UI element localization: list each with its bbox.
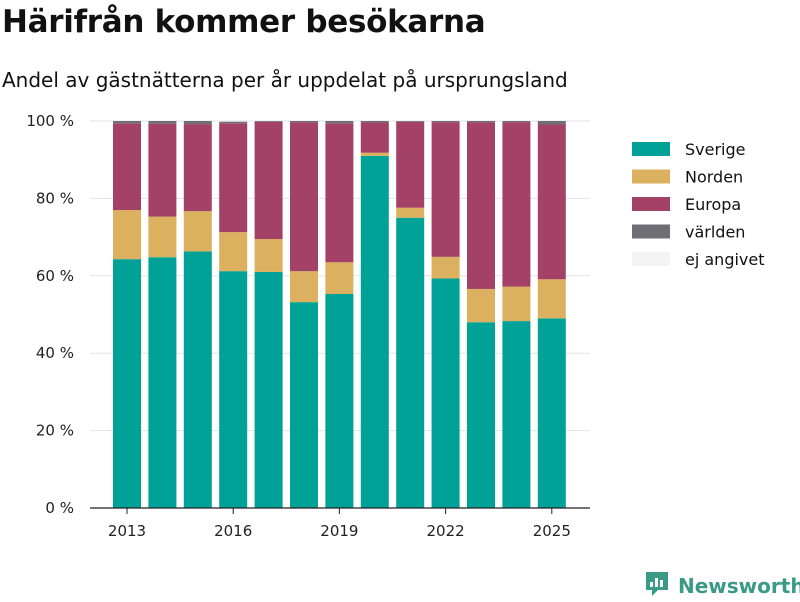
bar-segment-Norden-2016: [219, 232, 248, 272]
legend-label: Norden: [685, 168, 743, 187]
bar-segment-Norden-2022: [431, 256, 460, 279]
bar-segment-Sverige-2014: [148, 257, 177, 508]
bar-segment-Norden-2020: [360, 152, 389, 156]
bar-segment-Norden-2017: [254, 239, 283, 272]
bar-segment-världen-2025: [537, 121, 566, 125]
x-tick-label: 2022: [427, 522, 465, 540]
legend-swatch-världen: [632, 224, 670, 239]
legend-label: ej angivet: [685, 250, 765, 269]
bar-segment-Sverige-2013: [113, 259, 141, 508]
bar-segment-Europa-2025: [537, 124, 566, 280]
bar-segment-världen-2022: [431, 121, 460, 123]
legend-swatch-ej-angivet: [632, 252, 670, 266]
bar-segment-Sverige-2024: [502, 321, 531, 508]
y-tick-label: 60 %: [36, 267, 74, 285]
bar-segment-Europa-2022: [431, 122, 460, 257]
legend-swatch-Europa: [632, 197, 670, 211]
bar-segment-Europa-2024: [502, 122, 531, 287]
x-tick-label: 2016: [214, 522, 252, 540]
bar-segment-världen-2018: [290, 121, 318, 123]
bar-segment-världen-2016: [219, 121, 248, 124]
bar-segment-Europa-2015: [183, 124, 212, 212]
y-tick-label: 0 %: [45, 499, 74, 517]
bar-segment-Sverige-2016: [219, 271, 248, 508]
bar-segment-Sverige-2018: [290, 302, 318, 508]
bar-segment-Norden-2013: [113, 210, 141, 260]
bar-segment-Europa-2020: [360, 122, 389, 153]
bar-segment-Europa-2013: [113, 123, 141, 211]
bar-segment-Sverige-2022: [431, 278, 460, 508]
y-tick-label: 40 %: [36, 344, 74, 362]
bar-segment-världen-2013: [113, 121, 141, 124]
newsworthy-logo-icon: [644, 570, 670, 602]
legend: Sverige Norden Europa världen ej angivet: [632, 140, 765, 269]
bar-segment-världen-2015: [183, 121, 212, 125]
chart-title: Härifrån kommer besökarna: [2, 4, 486, 40]
bar-segment-Norden-2018: [290, 271, 318, 303]
chart-subtitle: Andel av gästnätterna per år uppdelat på…: [2, 68, 568, 92]
bar-segment-Sverige-2020: [360, 155, 389, 508]
bar-segment-världen-2014: [148, 121, 177, 124]
y-axis-ticks: 0 % 20 % 40 % 60 % 80 % 100 %: [26, 112, 74, 517]
bar-segment-Europa-2021: [396, 121, 425, 208]
bar-segment-världen-2019: [325, 121, 354, 124]
bar-segment-Norden-2023: [467, 288, 495, 323]
bars: [113, 121, 566, 508]
bar-segment-Sverige-2021: [396, 217, 425, 508]
legend-label: Europa: [685, 195, 741, 214]
x-tick-label: 2013: [108, 522, 146, 540]
bar-segment-Norden-2015: [183, 211, 212, 252]
legend-label: världen: [685, 223, 745, 242]
bar-segment-Norden-2014: [148, 216, 177, 258]
bar-segment-Europa-2023: [467, 122, 495, 289]
bar-segment-Sverige-2015: [183, 251, 212, 508]
x-tick-label: 2025: [533, 522, 571, 540]
bar-segment-Europa-2019: [325, 123, 354, 263]
legend-swatch-Norden: [632, 169, 670, 184]
bar-segment-Europa-2016: [219, 123, 248, 233]
bar-segment-Sverige-2023: [467, 322, 495, 508]
y-tick-label: 100 %: [26, 112, 74, 130]
newsworthy-logo: Newsworthy: [644, 570, 800, 602]
bar-segment-världen-2021: [396, 121, 425, 122]
bar-segment-Norden-2021: [396, 207, 425, 218]
x-tick-label: 2019: [320, 522, 358, 540]
bar-segment-Sverige-2019: [325, 293, 354, 508]
newsworthy-logo-text: Newsworthy: [678, 574, 800, 598]
bar-segment-Europa-2018: [290, 122, 318, 272]
bar-segment-världen-2023: [467, 121, 495, 123]
bar-segment-världen-2024: [502, 121, 531, 123]
bar-segment-Sverige-2025: [537, 318, 566, 508]
y-tick-label: 80 %: [36, 189, 74, 207]
bar-segment-Europa-2017: [254, 121, 283, 240]
bar-segment-Sverige-2017: [254, 271, 283, 508]
bar-segment-Norden-2019: [325, 262, 354, 294]
bar-segment-Europa-2014: [148, 123, 177, 217]
bar-segment-världen-2020: [360, 121, 389, 123]
x-axis-ticks: 2013 2016 2019 2022 2025: [108, 508, 571, 540]
bar-segment-Norden-2025: [537, 279, 566, 319]
legend-swatch-Sverige: [632, 142, 670, 156]
y-tick-label: 20 %: [36, 422, 74, 440]
bar-segment-världen-2017: [254, 121, 283, 122]
bar-segment-Norden-2024: [502, 286, 531, 322]
legend-label: Sverige: [685, 140, 746, 159]
